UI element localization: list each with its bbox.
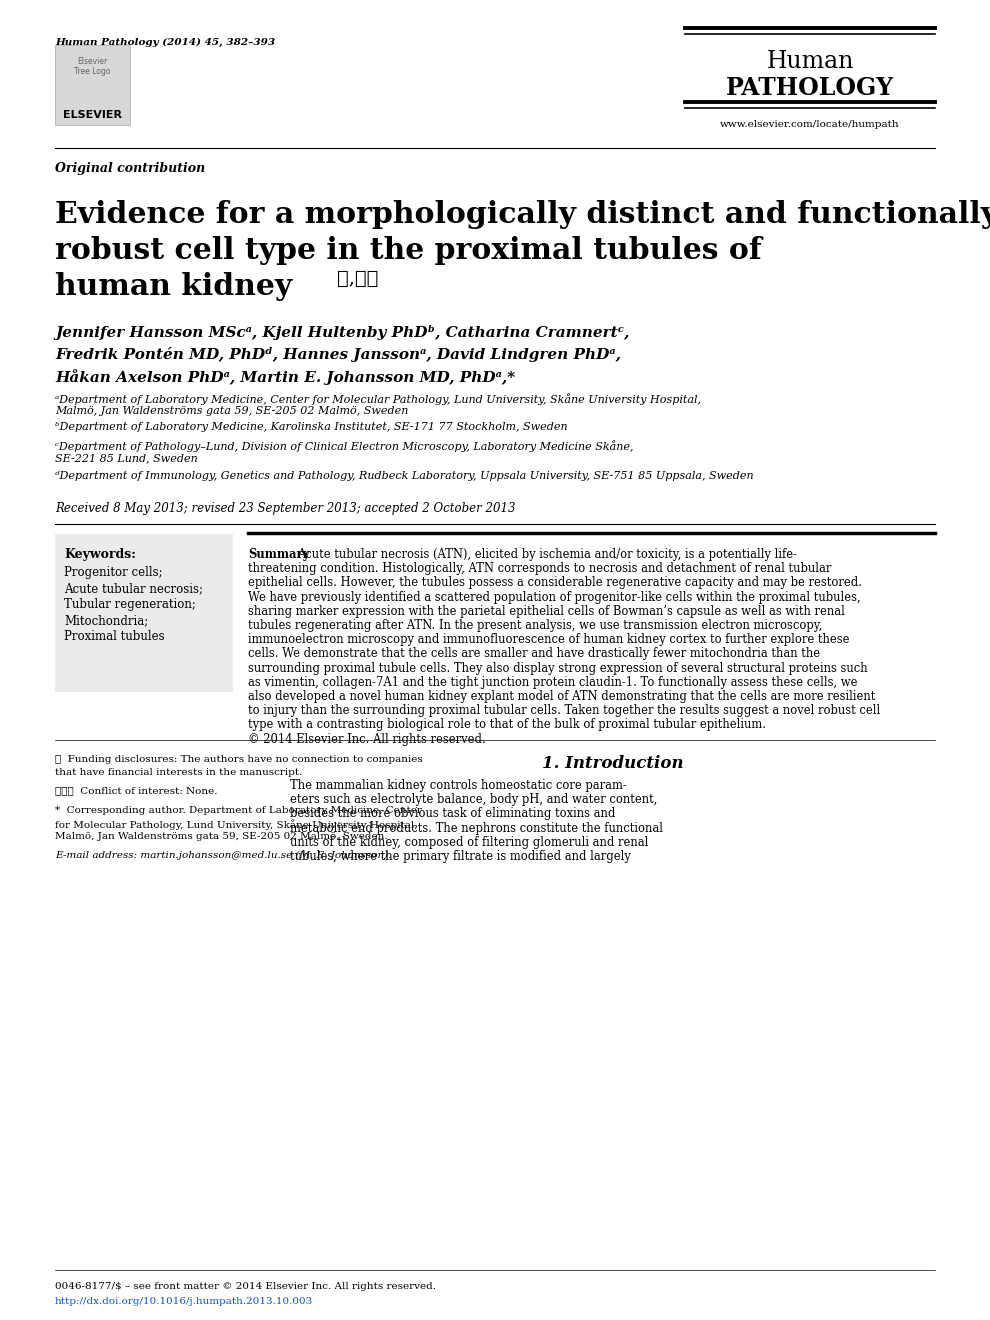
Text: Tubular regeneration;: Tubular regeneration; bbox=[64, 598, 196, 611]
Text: Keywords:: Keywords: bbox=[64, 548, 136, 561]
Text: Evidence for a morphologically distinct and functionally: Evidence for a morphologically distinct … bbox=[55, 201, 990, 228]
Text: ELSEVIER: ELSEVIER bbox=[63, 110, 122, 120]
Text: sharing marker expression with the parietal epithelial cells of Bowman’s capsule: sharing marker expression with the parie… bbox=[248, 605, 844, 618]
Text: Proximal tubules: Proximal tubules bbox=[64, 630, 164, 643]
Text: that have financial interests in the manuscript.: that have financial interests in the man… bbox=[55, 768, 302, 777]
Text: cells. We demonstrate that the cells are smaller and have drastically fewer mito: cells. We demonstrate that the cells are… bbox=[248, 647, 820, 660]
Text: Jennifer Hansson MScᵃ, Kjell Hultenby PhDᵇ, Catharina Cramnertᶜ,: Jennifer Hansson MScᵃ, Kjell Hultenby Ph… bbox=[55, 325, 630, 341]
Text: ᶜDepartment of Pathology–Lund, Division of Clinical Electron Microscopy, Laborat: ᶜDepartment of Pathology–Lund, Division … bbox=[55, 440, 634, 451]
Text: Progenitor cells;: Progenitor cells; bbox=[64, 566, 162, 579]
Text: 1. Introduction: 1. Introduction bbox=[542, 755, 683, 772]
Text: Human Pathology (2014) 45, 382–393: Human Pathology (2014) 45, 382–393 bbox=[55, 38, 275, 48]
Text: http://dx.doi.org/10.1016/j.humpath.2013.10.003: http://dx.doi.org/10.1016/j.humpath.2013… bbox=[55, 1298, 313, 1305]
Text: tubules, where the primary filtrate is modified and largely: tubules, where the primary filtrate is m… bbox=[290, 850, 631, 863]
Text: ★★★  Conflict of interest: None.: ★★★ Conflict of interest: None. bbox=[55, 785, 218, 795]
Text: Mitochondria;: Mitochondria; bbox=[64, 614, 148, 627]
Text: also developed a novel human kidney explant model of ATN demonstrating that the : also developed a novel human kidney expl… bbox=[248, 690, 875, 704]
Text: immunoelectron microscopy and immunofluorescence of human kidney cortex to furth: immunoelectron microscopy and immunofluo… bbox=[248, 634, 849, 647]
Text: Elsevier
Tree Logo: Elsevier Tree Logo bbox=[74, 57, 111, 77]
Text: Original contribution: Original contribution bbox=[55, 162, 205, 176]
FancyBboxPatch shape bbox=[55, 535, 233, 692]
Text: threatening condition. Histologically, ATN corresponds to necrosis and detachmen: threatening condition. Histologically, A… bbox=[248, 562, 832, 576]
Text: as vimentin, collagen-7A1 and the tight junction protein claudin-1. To functiona: as vimentin, collagen-7A1 and the tight … bbox=[248, 676, 857, 689]
Text: We have previously identified a scattered population of progenitor-like cells wi: We have previously identified a scattere… bbox=[248, 590, 860, 603]
Text: epithelial cells. However, the tubules possess a considerable regenerative capac: epithelial cells. However, the tubules p… bbox=[248, 577, 862, 590]
Text: E-mail address: martin.johansson@med.lu.se (M. E. Johansson).: E-mail address: martin.johansson@med.lu.… bbox=[55, 851, 391, 861]
Text: www.elsevier.com/locate/humpath: www.elsevier.com/locate/humpath bbox=[720, 120, 900, 129]
Text: Malmö, Jan Waldenströms gata 59, SE-205 02 Malmö, Sweden.: Malmö, Jan Waldenströms gata 59, SE-205 … bbox=[55, 832, 388, 841]
Text: ᵈDepartment of Immunology, Genetics and Pathology, Rudbeck Laboratory, Uppsala U: ᵈDepartment of Immunology, Genetics and … bbox=[55, 471, 753, 480]
Text: Fredrik Pontén MD, PhDᵈ, Hannes Janssonᵃ, David Lindgren PhDᵃ,: Fredrik Pontén MD, PhDᵈ, Hannes Janssonᵃ… bbox=[55, 347, 621, 362]
Text: Received 8 May 2013; revised 23 September 2013; accepted 2 October 2013: Received 8 May 2013; revised 23 Septembe… bbox=[55, 502, 516, 515]
Text: human kidney: human kidney bbox=[55, 272, 292, 301]
Text: surrounding proximal tubule cells. They also display strong expression of severa: surrounding proximal tubule cells. They … bbox=[248, 661, 867, 675]
Text: *  Corresponding author. Department of Laboratory Medicine, Center: * Corresponding author. Department of La… bbox=[55, 807, 422, 814]
Text: PATHOLOGY: PATHOLOGY bbox=[726, 77, 894, 100]
Text: type with a contrasting biological role to that of the bulk of proximal tubular : type with a contrasting biological role … bbox=[248, 718, 766, 731]
Text: Summary: Summary bbox=[248, 548, 309, 561]
Text: robust cell type in the proximal tubules of: robust cell type in the proximal tubules… bbox=[55, 236, 761, 265]
Text: SE-221 85 Lund, Sweden: SE-221 85 Lund, Sweden bbox=[55, 453, 198, 463]
Text: © 2014 Elsevier Inc. All rights reserved.: © 2014 Elsevier Inc. All rights reserved… bbox=[248, 733, 486, 746]
Text: ᵃDepartment of Laboratory Medicine, Center for Molecular Pathology, Lund Univers: ᵃDepartment of Laboratory Medicine, Cent… bbox=[55, 393, 701, 405]
FancyBboxPatch shape bbox=[55, 45, 130, 125]
Text: 0046-8177/$ – see front matter © 2014 Elsevier Inc. All rights reserved.: 0046-8177/$ – see front matter © 2014 El… bbox=[55, 1282, 436, 1291]
Text: Human: Human bbox=[766, 50, 853, 73]
Text: Acute tubular necrosis (ATN), elicited by ischemia and/or toxicity, is a potenti: Acute tubular necrosis (ATN), elicited b… bbox=[297, 548, 797, 561]
Text: eters such as electrolyte balance, body pH, and water content,: eters such as electrolyte balance, body … bbox=[290, 793, 657, 807]
Text: besides the more obvious task of eliminating toxins and: besides the more obvious task of elimina… bbox=[290, 808, 616, 821]
Text: tubules regenerating after ATN. In the present analysis, we use transmission ele: tubules regenerating after ATN. In the p… bbox=[248, 619, 823, 632]
Text: Håkan Axelson PhDᵃ, Martin E. Johansson MD, PhDᵃ,*: Håkan Axelson PhDᵃ, Martin E. Johansson … bbox=[55, 370, 515, 385]
Text: ☆,☆☆: ☆,☆☆ bbox=[337, 271, 378, 288]
Text: Malmö, Jan Waldenströms gata 59, SE-205 02 Malmö, Sweden: Malmö, Jan Waldenströms gata 59, SE-205 … bbox=[55, 407, 408, 416]
Text: The mammalian kidney controls homeostatic core param-: The mammalian kidney controls homeostati… bbox=[290, 779, 627, 792]
Text: ᵇDepartment of Laboratory Medicine, Karolinska Institutet, SE-171 77 Stockholm, : ᵇDepartment of Laboratory Medicine, Karo… bbox=[55, 422, 567, 432]
Text: metabolic end products. The nephrons constitute the functional: metabolic end products. The nephrons con… bbox=[290, 821, 663, 834]
Text: to injury than the surrounding proximal tubular cells. Taken together the result: to injury than the surrounding proximal … bbox=[248, 704, 880, 717]
Text: units of the kidney, composed of filtering glomeruli and renal: units of the kidney, composed of filteri… bbox=[290, 836, 648, 849]
Text: Acute tubular necrosis;: Acute tubular necrosis; bbox=[64, 582, 203, 595]
Text: for Molecular Pathology, Lund University, Skåne University Hospital,: for Molecular Pathology, Lund University… bbox=[55, 818, 418, 830]
Text: ★  Funding disclosures: The authors have no connection to companies: ★ Funding disclosures: The authors have … bbox=[55, 755, 423, 764]
